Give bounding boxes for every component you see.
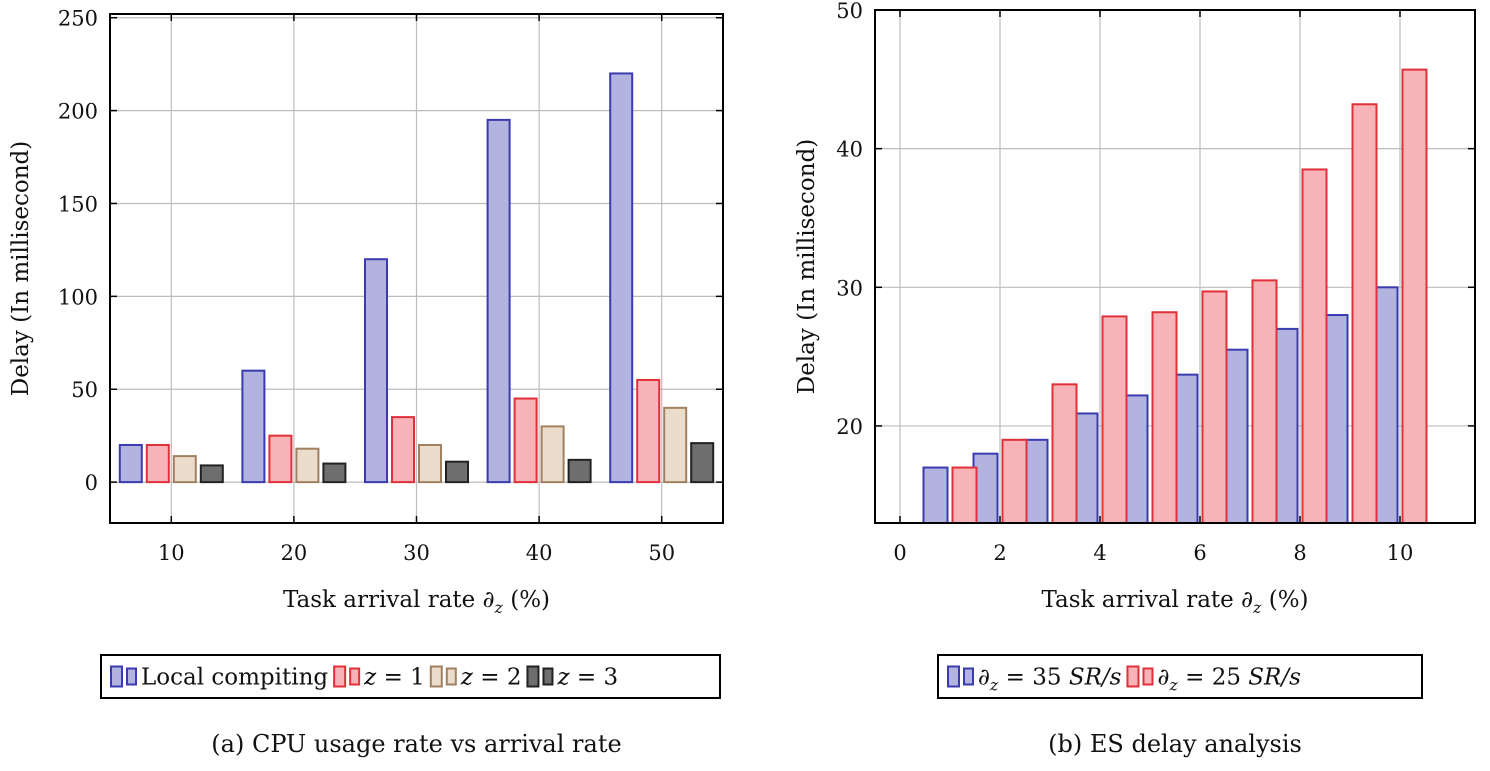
chart-b-xlabel-tail: (%) bbox=[1261, 587, 1308, 613]
x-tick-label: 50 bbox=[648, 541, 675, 565]
x-tick-label: 20 bbox=[281, 541, 308, 565]
bar-a-s0-1 bbox=[241, 369, 266, 484]
bar-b-s1-0 bbox=[951, 466, 978, 524]
bar-a-s1-0 bbox=[145, 443, 170, 484]
bar-b-s1-1 bbox=[1001, 438, 1028, 525]
bar-a-s3-0 bbox=[199, 464, 224, 484]
legend-swatch bbox=[110, 665, 123, 688]
bar-a-s1-3 bbox=[513, 397, 538, 484]
legend-swatch bbox=[333, 665, 347, 688]
chart-b-xlabel-sub: z bbox=[1252, 598, 1262, 617]
x-tick-label: 10 bbox=[158, 541, 185, 565]
legend-swatch bbox=[542, 667, 554, 686]
bar-a-s1-2 bbox=[391, 416, 415, 484]
x-tick-label: 6 bbox=[1193, 541, 1206, 565]
chart-b-frame bbox=[874, 9, 1476, 524]
bar-b-s1-4 bbox=[1151, 311, 1178, 524]
bar-a-s3-4 bbox=[690, 442, 715, 484]
legend-box bbox=[100, 654, 721, 699]
bar-b-s1-3 bbox=[1101, 315, 1128, 524]
y-tick-label: 50 bbox=[71, 378, 98, 402]
legend-label: ∂z = 25 SR/s bbox=[1157, 665, 1301, 695]
chart-a-xlabel-main: Task arrival rate ∂ bbox=[283, 587, 495, 613]
legend-swatch bbox=[349, 667, 361, 686]
chart-a-xlabel-sub: z bbox=[493, 598, 503, 617]
chart-b-ylabel: Delay (In millisecond) bbox=[794, 139, 820, 395]
bar-a-s1-4 bbox=[636, 378, 661, 484]
bar-b-s1-7 bbox=[1301, 168, 1328, 524]
chart-b-xlabel-main: Task arrival rate ∂ bbox=[1041, 587, 1253, 613]
bar-a-s0-0 bbox=[118, 443, 143, 484]
y-tick-label: 100 bbox=[58, 285, 98, 309]
bar-a-s2-0 bbox=[172, 455, 197, 484]
bar-b-s1-8 bbox=[1351, 103, 1378, 525]
chart-b-caption: (b) ES delay analysis bbox=[1048, 730, 1302, 758]
legend-swatch bbox=[963, 667, 974, 686]
bar-a-s0-2 bbox=[364, 258, 388, 484]
chart-b-xlabel: Task arrival rate ∂z (%) bbox=[1041, 587, 1308, 617]
x-tick-label: 40 bbox=[526, 541, 553, 565]
legend-swatch bbox=[947, 665, 960, 688]
chart-a-xlabel-tail: (%) bbox=[503, 587, 550, 613]
y-tick-label: 200 bbox=[58, 100, 98, 124]
bar-b-s1-2 bbox=[1051, 383, 1078, 524]
x-tick-label: 10 bbox=[1387, 541, 1414, 565]
chart-b-ticks: 0 2 4 6 8 10 20 30 40 50 bbox=[836, 0, 1475, 565]
chart-a-legend: Local compiting z = 1 z = 2 z = 3 bbox=[100, 654, 721, 699]
bar-a-s2-1 bbox=[295, 447, 320, 484]
bar-a-s2-2 bbox=[418, 443, 442, 484]
bar-a-s3-2 bbox=[445, 460, 469, 484]
bar-b-s1-6 bbox=[1251, 279, 1278, 524]
chart-a-ticks: 10 20 30 40 50 0 50 100 150 200 250 bbox=[58, 7, 723, 565]
x-tick-label: 30 bbox=[403, 541, 430, 565]
bar-a-s2-4 bbox=[663, 406, 688, 484]
chart-a-xlabel: Task arrival rate ∂z (%) bbox=[283, 587, 550, 617]
x-tick-label: 4 bbox=[1093, 541, 1106, 565]
chart-a-bars bbox=[118, 72, 715, 484]
y-tick-label: 30 bbox=[836, 276, 863, 300]
bar-b-s1-5 bbox=[1201, 290, 1228, 524]
bar-b-s1-9 bbox=[1401, 68, 1428, 524]
legend-label: ∂z = 35 SR/s bbox=[978, 665, 1122, 695]
x-tick-label: 0 bbox=[893, 541, 906, 565]
legend-swatch bbox=[1142, 667, 1154, 686]
bar-a-s1-1 bbox=[268, 434, 293, 484]
bar-a-s2-3 bbox=[540, 425, 565, 484]
y-tick-label: 40 bbox=[836, 138, 863, 162]
bar-a-s0-4 bbox=[609, 72, 634, 484]
x-tick-label: 2 bbox=[993, 541, 1006, 565]
legend-swatch bbox=[429, 665, 443, 688]
chart-a-ylabel: Delay (In millisecond) bbox=[8, 141, 34, 397]
legend-swatch bbox=[445, 667, 457, 686]
bar-a-s3-3 bbox=[567, 458, 592, 484]
legend-label: z = 3 bbox=[556, 665, 618, 691]
y-tick-label: 150 bbox=[58, 192, 98, 216]
y-tick-label: 0 bbox=[85, 471, 98, 495]
legend-swatch bbox=[126, 667, 137, 686]
chart-b-bars bbox=[922, 68, 1428, 525]
legend-label: z = 2 bbox=[460, 665, 522, 691]
y-tick-label: 50 bbox=[836, 0, 863, 23]
x-tick-label: 8 bbox=[1293, 541, 1306, 565]
legend-label: Local compiting bbox=[141, 665, 328, 691]
bar-b-s0-0 bbox=[922, 466, 949, 524]
bar-a-s0-3 bbox=[486, 118, 511, 484]
legend-label: z = 1 bbox=[363, 665, 425, 691]
chart-a-caption: (a) CPU usage rate vs arrival rate bbox=[211, 730, 621, 758]
legend-swatch bbox=[1126, 665, 1140, 688]
y-tick-label: 250 bbox=[58, 7, 98, 31]
bar-a-s3-1 bbox=[322, 462, 347, 484]
y-tick-label: 20 bbox=[836, 415, 863, 439]
chart-b-legend: ∂z = 35 SR/s ∂z = 25 SR/s bbox=[937, 654, 1423, 699]
legend-box bbox=[937, 654, 1423, 699]
legend-swatch bbox=[526, 665, 540, 688]
